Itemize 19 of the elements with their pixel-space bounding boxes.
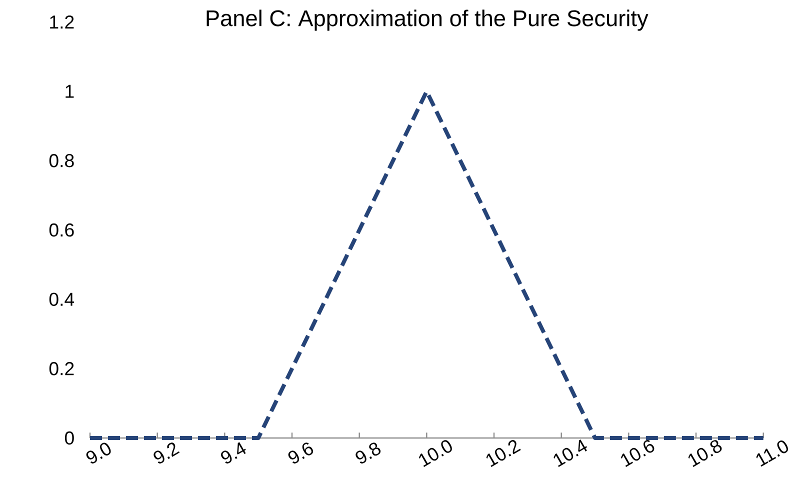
x-tick-label: 10.4 bbox=[554, 440, 588, 467]
x-tick-label: 10.8 bbox=[688, 440, 722, 467]
y-tick-label: 0.8 bbox=[49, 154, 74, 168]
x-tick-label: 10.6 bbox=[621, 440, 654, 467]
x-tick-label: 9.2 bbox=[154, 442, 180, 464]
y-tick-label: 1 bbox=[66, 84, 74, 98]
x-tick-label: 10.0 bbox=[418, 440, 452, 467]
y-tick-label: 0.4 bbox=[49, 292, 74, 306]
x-tick-label: 9.6 bbox=[288, 442, 314, 464]
y-tick-label: 0 bbox=[64, 431, 74, 445]
x-tick-label: 9.0 bbox=[86, 442, 111, 464]
x-tick-label: 11.0 bbox=[756, 440, 788, 467]
y-tick-label: 0.2 bbox=[49, 362, 74, 376]
y-tick-label: 1.2 bbox=[50, 15, 74, 29]
x-tick-label: 10.2 bbox=[486, 440, 521, 467]
chart-title: Panel C: Approximation of the Pure Security bbox=[206, 10, 648, 31]
x-tick-label: 9.4 bbox=[221, 442, 246, 464]
y-tick-label: 0.6 bbox=[49, 223, 74, 237]
x-tick-label: 9.8 bbox=[356, 442, 381, 464]
